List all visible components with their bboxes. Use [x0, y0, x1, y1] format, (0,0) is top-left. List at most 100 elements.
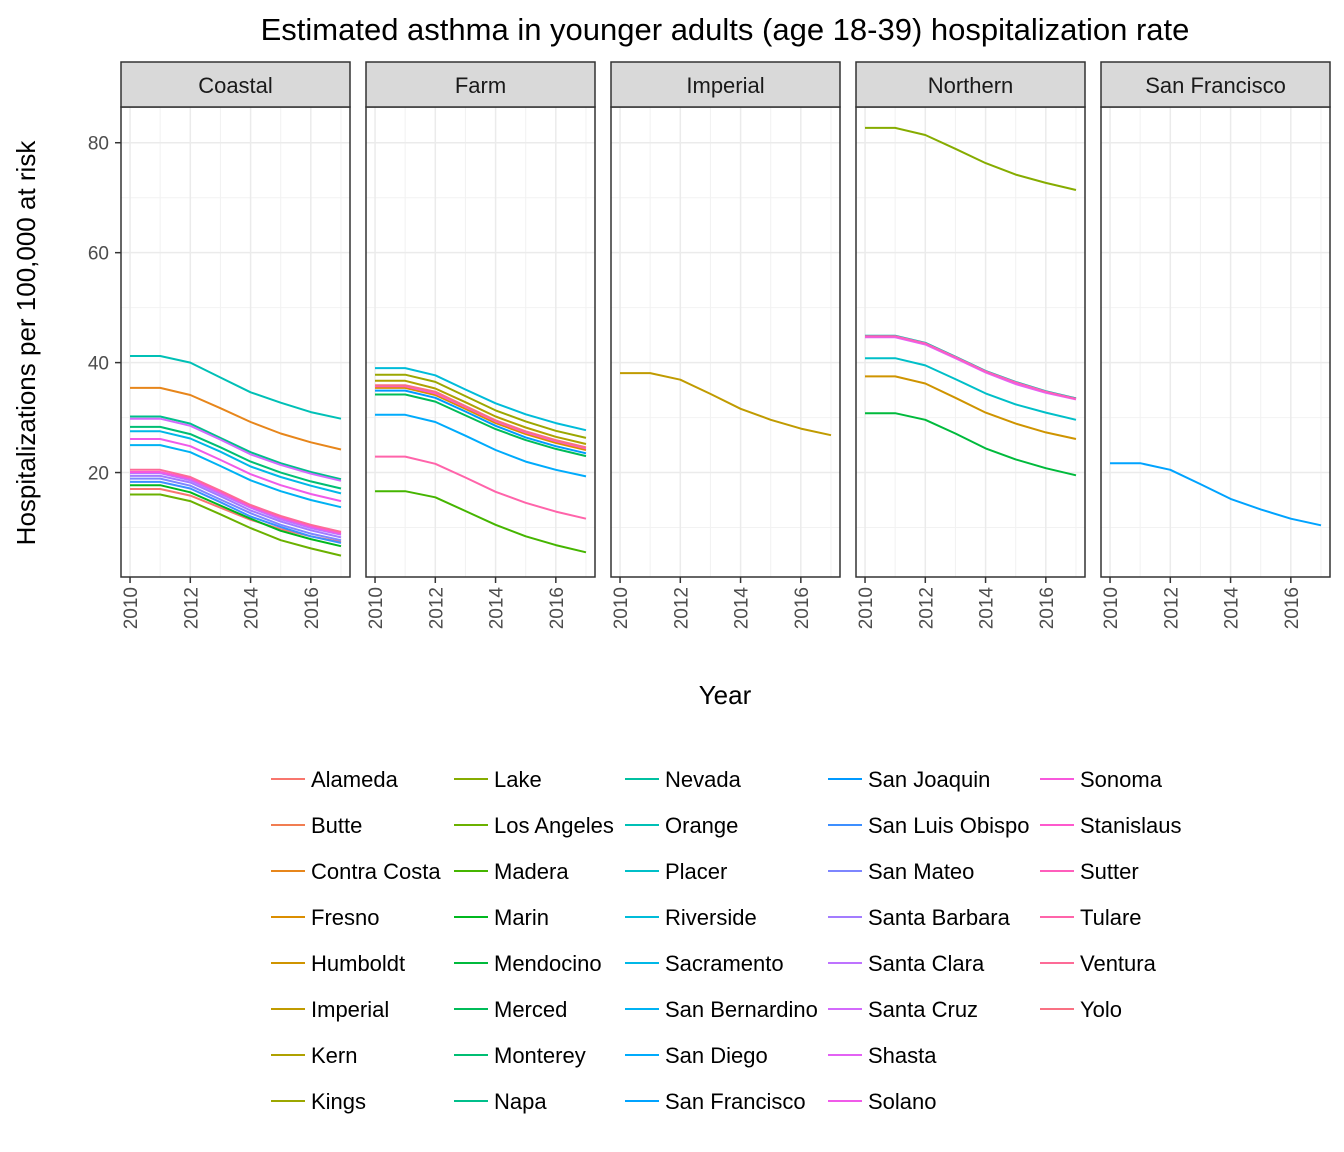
legend-item-merced: Merced: [454, 997, 567, 1022]
legend-label: Santa Cruz: [868, 997, 978, 1022]
x-tick-label: 2016: [1037, 587, 1058, 629]
series-line-kings: [375, 373, 587, 439]
legend-item-lake: Lake: [454, 767, 542, 792]
panel-background: [611, 107, 840, 577]
legend-label: San Joaquin: [868, 767, 990, 792]
series-line-kern: [375, 379, 587, 445]
legend-item-sacramento: Sacramento: [625, 951, 784, 976]
legend-item-butte: Butte: [271, 813, 362, 838]
x-tick-label: 2014: [977, 587, 998, 630]
legend-label: Santa Barbara: [868, 905, 1011, 930]
x-tick-label: 2012: [181, 587, 202, 629]
x-tick-label: 2010: [611, 587, 632, 629]
series-line-santa-cruz: [130, 417, 342, 482]
x-tick-label: 2010: [1101, 587, 1122, 629]
legend-item-contra-costa: Contra Costa: [271, 859, 441, 884]
legend-label: Sutter: [1080, 859, 1139, 884]
x-tick-label: 2010: [121, 587, 142, 629]
y-tick-label: 60: [88, 244, 109, 265]
legend-label: Yolo: [1080, 997, 1122, 1022]
series-line-san-mateo: [130, 477, 342, 542]
legend-item-kings: Kings: [271, 1089, 366, 1114]
series-line-imperial: [620, 372, 832, 437]
facet-strip: [855, 61, 1086, 108]
series-line-santa-clara: [130, 472, 342, 536]
legend-item-orange: Orange: [625, 813, 738, 838]
facet-strip-label: Farm: [455, 73, 506, 98]
x-tick-label: 2014: [487, 587, 508, 630]
panel-background: [366, 107, 595, 577]
x-tick-label: 2016: [547, 587, 568, 629]
series-line-san-francisco: [1110, 462, 1322, 527]
series-line-san-bernardino: [130, 444, 342, 509]
legend-label: San Francisco: [665, 1089, 806, 1114]
legend-item-solano: Solano: [828, 1089, 937, 1114]
x-tick-label: 2014: [1222, 587, 1243, 630]
legend-label: Ventura: [1080, 951, 1157, 976]
legend-item-shasta: Shasta: [828, 1043, 937, 1068]
legend-item-tulare: Tulare: [1040, 905, 1142, 930]
facet-strip-label: Imperial: [686, 73, 764, 98]
x-tick-label: 2012: [1161, 587, 1182, 629]
legend-label: San Mateo: [868, 859, 974, 884]
series-line-monterey: [130, 425, 342, 490]
legend-label: Orange: [665, 813, 738, 838]
legend-item-santa-clara: Santa Clara: [828, 951, 985, 976]
series-line-merced: [375, 393, 587, 458]
legend-label: Madera: [494, 859, 569, 884]
series-line-humboldt: [865, 375, 1077, 440]
series-line-los-angeles: [130, 493, 342, 557]
series-line-yolo: [375, 384, 587, 449]
y-tick-label: 40: [88, 354, 109, 375]
panel-background: [1101, 107, 1330, 577]
legend-item-placer: Placer: [625, 859, 727, 884]
series-line-san-luis-obispo: [130, 480, 342, 544]
legend-item-los-angeles: Los Angeles: [454, 813, 614, 838]
legend-item-kern: Kern: [271, 1043, 357, 1068]
x-tick-label: 2016: [792, 587, 813, 629]
legend-label: Sacramento: [665, 951, 784, 976]
legend-label: Imperial: [311, 997, 389, 1022]
legend-item-sutter: Sutter: [1040, 859, 1139, 884]
legend-label: Alameda: [311, 767, 399, 792]
facet-strip-label: Coastal: [198, 73, 273, 98]
legend-item-napa: Napa: [454, 1089, 547, 1114]
legend-item-stanislaus: Stanislaus: [1040, 813, 1182, 838]
legend-item-san-joaquin: San Joaquin: [828, 767, 990, 792]
series-line-san-diego: [375, 413, 587, 478]
series-line-contra-costa: [130, 386, 342, 451]
facet-strip: [610, 61, 841, 108]
y-tick-label: 80: [88, 134, 109, 155]
series-line-fresno: [375, 386, 587, 451]
series-line-napa: [130, 415, 342, 481]
legend-label: Kern: [311, 1043, 357, 1068]
legend-item-san-bernardino: San Bernardino: [625, 997, 818, 1022]
legend-label: San Diego: [665, 1043, 768, 1068]
legend-label: Tulare: [1080, 905, 1142, 930]
series-line-riverside: [375, 367, 587, 432]
x-axis-title: Year: [699, 680, 752, 710]
legend-item-yolo: Yolo: [1040, 997, 1122, 1022]
legend-item-fresno: Fresno: [271, 905, 379, 930]
x-tick-label: 2016: [302, 587, 323, 629]
legend-label: Monterey: [494, 1043, 586, 1068]
legend-item-imperial: Imperial: [271, 997, 389, 1022]
chart-title: Estimated asthma in younger adults (age …: [261, 12, 1190, 47]
legend-label: Marin: [494, 905, 549, 930]
legend-label: Napa: [494, 1089, 547, 1114]
facet-strip-label: Northern: [928, 73, 1014, 98]
legend-item-madera: Madera: [454, 859, 569, 884]
facet-panel-farm: Farm 2010 2012 2014 2016: [365, 61, 596, 630]
x-tick-label: 2010: [856, 587, 877, 629]
legend-label: Lake: [494, 767, 542, 792]
legend-label: Fresno: [311, 905, 379, 930]
series-line-sonoma: [130, 471, 342, 535]
series-line-sacramento: [130, 430, 342, 495]
facet-panel-imperial: Imperial 2010 2012 2014 2016: [610, 61, 841, 629]
x-tick-label: 2012: [916, 587, 937, 629]
legend-label: Nevada: [665, 767, 742, 792]
legend-label: Riverside: [665, 905, 757, 930]
facet-strip: [1100, 61, 1331, 108]
legend-item-alameda: Alameda: [271, 767, 399, 792]
